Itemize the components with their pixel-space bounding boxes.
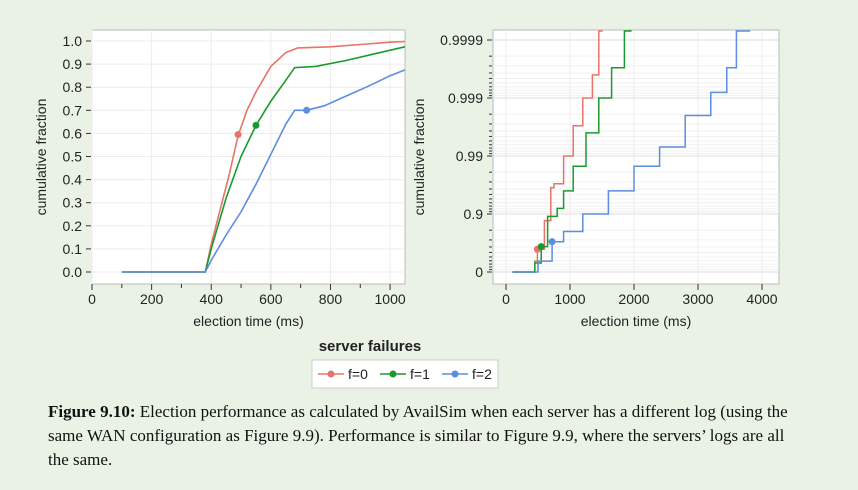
legend-label-f=0: f=0 [348,366,368,382]
tick-label-x: 200 [140,291,164,307]
marker-f=1 [252,121,260,129]
tick-label-y: 0.9999 [440,32,483,48]
marker-f=1 [537,243,545,251]
tick-label-y: 0.999 [448,90,483,106]
legend-marker-f=2 [451,370,459,378]
tick-label-y: 0.5 [63,149,83,165]
chart-right-log-cdf: 0 0.9 0.99 0.999 0.9999 0 1000 2000 3000 4000 elec… [411,29,780,329]
tick-label-x: 400 [200,291,224,307]
tick-label-x: 3000 [682,291,713,307]
legend-label-f=2: f=2 [472,366,492,382]
caption-text: Election performance as calculated by Av… [48,402,788,469]
legend: server failures f=0 f=1 f=2 [311,338,499,389]
legend-marker-f=0 [327,370,335,378]
plot-area [492,29,780,285]
tick-label-x: 0 [88,291,96,307]
x-axis-label: election time (ms) [193,313,303,329]
series-line-f=1 [512,30,632,273]
tick-label-x: 2000 [618,291,649,307]
tick-label-y: 1.0 [63,33,83,49]
tick-label-y: 0.3 [63,195,83,211]
legend-marker-f=1 [389,370,397,378]
series-line-f=1 [121,46,406,273]
tick-label-x: 600 [259,291,283,307]
caption-label: Figure 9.10: [48,402,136,421]
marker-f=0 [234,131,242,139]
series-line-f=2 [512,30,750,273]
tick-label-y: 0.0 [63,264,83,280]
tick-label-x: 800 [319,291,343,307]
marker-f=2 [548,238,556,246]
tick-label-y: 0.9 [464,206,484,222]
x-axis-label: election time (ms) [581,313,691,329]
tick-label-y: 0.9 [63,56,83,72]
tick-label-y: 0.4 [63,172,83,188]
tick-label-x: 1000 [554,291,585,307]
chart-left-cdf: 0.0 0.1 0.2 0.3 0.4 0.5 0.6 0.7 0.8 0.9 1.0 0 200 400… [33,29,406,329]
marker-f=2 [303,106,311,114]
y-axis-label: cumulative fraction [33,99,49,216]
legend-title: server failures [319,338,422,355]
tick-label-y: 0.8 [63,79,83,95]
tick-label-y: 0.1 [63,241,83,257]
figure-caption: Figure 9.10: Election performance as cal… [48,400,808,472]
series-line-f=2 [121,69,406,273]
series-line-f=0 [512,30,603,273]
tick-label-y: 0.99 [456,148,483,164]
legend-label-f=1: f=1 [410,366,430,382]
tick-label-y: 0.2 [63,218,83,234]
tick-label-y: 0 [475,264,483,280]
tick-label-y: 0.6 [63,125,83,141]
series-line-f=0 [121,40,406,273]
tick-label-x: 4000 [746,291,777,307]
tick-label-x: 0 [502,291,510,307]
y-axis-label: cumulative fraction [411,99,427,216]
tick-label-y: 0.7 [63,102,83,118]
tick-label-x: 1000 [375,291,406,307]
